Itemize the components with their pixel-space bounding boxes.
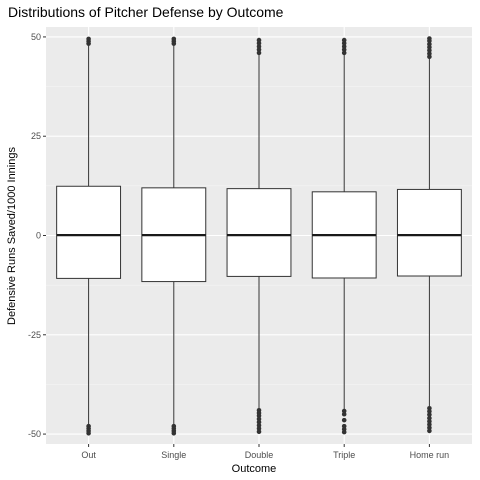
x-tick-label: Triple	[333, 450, 355, 460]
y-axis-title: Defensive Runs Saved/1000 Innings	[6, 147, 18, 325]
x-axis: Out Single Double Triple Home run	[81, 444, 449, 460]
x-tick-label: Home run	[410, 450, 450, 460]
box-iqr	[397, 189, 461, 276]
x-tick-label: Single	[161, 450, 186, 460]
chart-title: Distributions of Pitcher Defense by Outc…	[8, 4, 284, 20]
outlier-point	[86, 37, 91, 42]
outlier-point	[342, 418, 347, 423]
y-tick-label: 50	[31, 32, 41, 42]
y-tick-label: -25	[28, 330, 41, 340]
y-tick-label: -50	[28, 429, 41, 439]
y-tick-label: 0	[36, 231, 41, 241]
y-tick-label: 25	[31, 131, 41, 141]
outlier-point	[86, 431, 91, 436]
outlier-point	[172, 37, 177, 42]
outlier-point	[427, 429, 432, 434]
outlier-point	[342, 412, 347, 417]
x-tick-label: Out	[81, 450, 96, 460]
outlier-point	[342, 38, 347, 43]
x-tick-label: Double	[245, 450, 274, 460]
outlier-point	[257, 38, 262, 43]
y-axis: -50 -25 0 25 50	[28, 32, 46, 439]
outlier-point	[427, 36, 432, 41]
outlier-point	[172, 431, 177, 436]
box-iqr	[227, 189, 291, 277]
outlier-point	[342, 430, 347, 435]
outlier-point	[257, 429, 262, 434]
box-iqr	[57, 186, 121, 278]
x-axis-title: Outcome	[232, 463, 277, 475]
